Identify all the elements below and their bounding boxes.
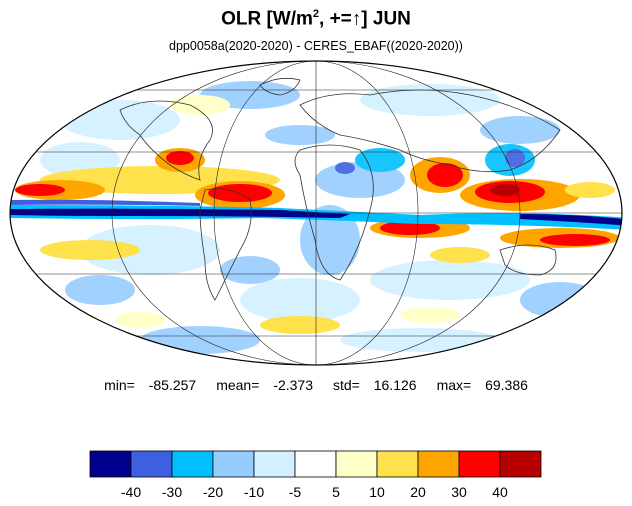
colorbar-tick-label: -10 — [243, 484, 265, 500]
mean-stat: mean= -2.373 — [216, 377, 313, 393]
colorbar-swatch — [458, 450, 501, 478]
colorbar-tick-label: 5 — [332, 484, 340, 500]
std-stat: std= 16.126 — [332, 377, 417, 393]
colorbar-tick-label: 20 — [410, 484, 426, 500]
map-subtitle: dpp0058a(2020-2020) - CERES_EBAF((2020-2… — [169, 39, 463, 53]
colorbar-tick-label: 40 — [492, 484, 508, 500]
map-field — [10, 61, 622, 365]
colorbar-swatch — [417, 450, 460, 478]
colorbar-swatch — [376, 450, 419, 478]
colorbar-swatch — [294, 450, 337, 478]
coastlines — [119, 77, 561, 301]
statistics-line: min= -85.257 mean= -2.373 std= 16.126 max= … — [0, 377, 632, 393]
map-title: OLR [W/m2, +=↑] JUN — [221, 8, 411, 30]
colorbar-tick-label: 10 — [369, 484, 385, 500]
colorbar-tick-label: -20 — [202, 484, 224, 500]
colorbar-tick-label: -30 — [161, 484, 183, 500]
min-stat: min= -85.257 — [104, 377, 197, 393]
colorbar-swatch — [335, 450, 378, 478]
colorbar-tick-label: 30 — [451, 484, 467, 500]
max-stat: max= 69.386 — [436, 377, 528, 393]
colorbar-swatch — [89, 450, 132, 478]
colorbar-tick-label: -5 — [288, 484, 302, 500]
colorbar-swatch — [171, 450, 214, 478]
colorbar-swatch — [499, 450, 542, 478]
colorbar-swatch — [212, 450, 255, 478]
colorbar-tick-label: -40 — [120, 484, 142, 500]
colorbar-swatch — [130, 450, 173, 478]
globe-outline — [9, 60, 623, 366]
colorbar-swatch — [253, 450, 296, 478]
